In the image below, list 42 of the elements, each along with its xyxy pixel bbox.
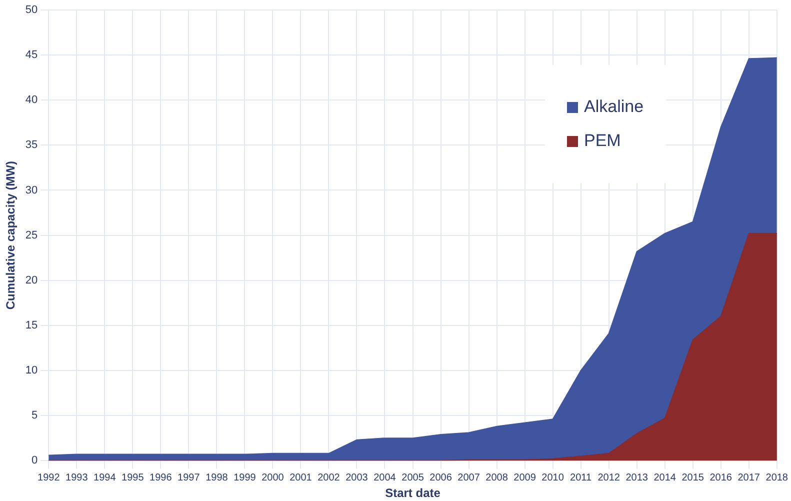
x-tick-label: 1993 (66, 472, 88, 484)
x-tick-label: 1999 (234, 472, 256, 484)
x-tick-label: 1995 (122, 472, 144, 484)
x-tick-label: 2009 (514, 472, 536, 484)
legend-label: PEM (584, 131, 621, 151)
x-tick-label: 2016 (710, 472, 732, 484)
y-tick-label: 30 (25, 184, 38, 196)
y-tick-label: 50 (25, 4, 38, 16)
x-tick-label: 2007 (458, 472, 480, 484)
y-tick-label: 20 (25, 274, 38, 286)
legend-label: Alkaline (584, 97, 644, 117)
x-tick-label: 2010 (542, 472, 564, 484)
x-tick-label: 2005 (402, 472, 424, 484)
x-tick-label: 1997 (178, 472, 200, 484)
x-tick-label: 2011 (570, 472, 592, 484)
y-tick-label: 40 (25, 94, 38, 106)
y-tick-label: 5 (32, 410, 38, 422)
x-tick-label: 2006 (430, 472, 452, 484)
x-tick-label: 2014 (654, 472, 676, 484)
y-tick-label: 0 (32, 454, 38, 467)
x-tick-label: 2002 (318, 472, 340, 484)
x-tick-label: 2015 (682, 472, 704, 484)
x-axis-title: Start date (385, 486, 441, 500)
y-tick-label: 45 (25, 49, 38, 62)
x-tick-label: 2008 (486, 472, 508, 484)
x-tick-label: 1996 (150, 472, 172, 484)
x-tick-label: 2000 (262, 472, 284, 484)
x-tick-label: 2017 (738, 472, 760, 484)
y-tick-label: 10 (25, 364, 38, 377)
x-tick-label: 1998 (206, 472, 228, 484)
x-tick-label: 2012 (598, 472, 620, 484)
y-tick-label: 15 (25, 319, 38, 332)
x-tick-label: 2013 (626, 472, 648, 484)
x-tick-label: 2018 (766, 472, 788, 484)
x-tick-label: 2001 (290, 472, 312, 484)
x-tick-label: 1994 (94, 472, 116, 484)
x-tick-label: 1992 (38, 472, 60, 484)
y-axis-title: Cumulative capacity (MW) (4, 160, 18, 310)
x-tick-label: 2004 (374, 472, 396, 484)
y-tick-label: 35 (25, 139, 38, 152)
x-tick-label: 2003 (346, 472, 368, 484)
y-tick-label: 25 (25, 229, 38, 242)
